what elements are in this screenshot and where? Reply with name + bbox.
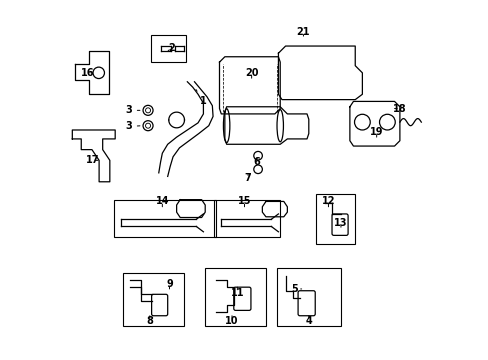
Text: 14: 14 [155, 197, 169, 207]
Bar [151, 35, 185, 62]
Bar [123, 273, 183, 327]
Text: 19: 19 [369, 127, 383, 137]
Bar [214, 200, 280, 237]
Text: 6: 6 [253, 157, 260, 167]
Text: 1: 1 [196, 90, 206, 107]
Text: 21: 21 [296, 27, 309, 37]
Bar [205, 267, 265, 327]
Text: 18: 18 [392, 104, 406, 113]
Text: 13: 13 [333, 218, 347, 228]
Text: 7: 7 [244, 173, 251, 183]
Text: 9: 9 [166, 279, 172, 289]
Text: 15: 15 [237, 197, 251, 207]
Text: 2: 2 [167, 43, 174, 53]
Bar [114, 200, 216, 237]
Bar [276, 267, 340, 327]
Text: 3: 3 [125, 121, 140, 131]
Text: 20: 20 [244, 68, 258, 78]
Text: 16: 16 [81, 68, 95, 78]
Text: 10: 10 [225, 316, 238, 326]
Text: 8: 8 [146, 316, 153, 326]
Text: 11: 11 [230, 287, 244, 297]
Text: 17: 17 [86, 156, 99, 165]
Text: 5: 5 [290, 284, 301, 294]
Bar [315, 194, 354, 244]
Text: 3: 3 [125, 105, 140, 115]
Text: 4: 4 [305, 316, 311, 326]
Text: 12: 12 [321, 197, 334, 207]
